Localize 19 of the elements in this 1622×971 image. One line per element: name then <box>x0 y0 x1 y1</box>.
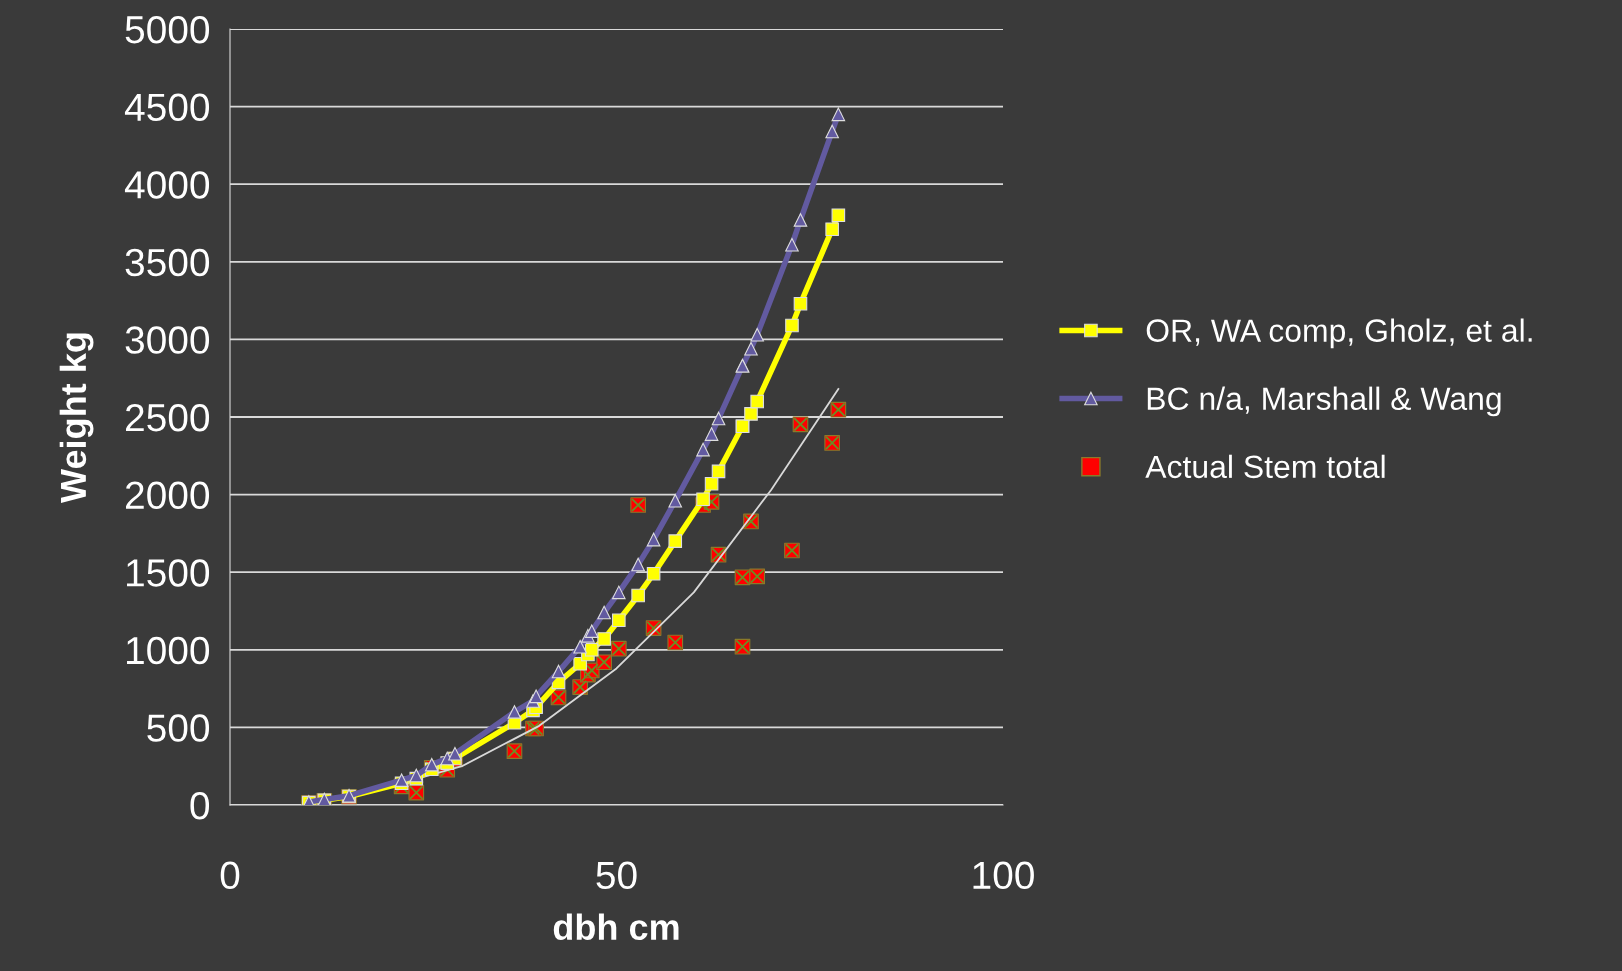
legend-label: OR, WA comp, Gholz, et al. <box>1146 318 1532 349</box>
y-tick-label: 500 <box>147 714 210 742</box>
y-tick-label: 0 <box>190 791 210 820</box>
y-tick-label: 3500 <box>125 248 210 277</box>
y-tick-label: 2500 <box>126 403 210 432</box>
x-tick-label: 0 <box>220 861 240 890</box>
legend-label: Actual Stem total <box>1145 454 1385 479</box>
x-tick-label: 50 <box>596 861 637 890</box>
x-tick-label: 100 <box>973 861 1034 890</box>
y-axis-title: Weight kg <box>59 333 94 503</box>
y-tick-label: 4000 <box>124 171 210 199</box>
y-tick-label: 2000 <box>126 481 210 510</box>
y-tick-label: 4500 <box>124 93 210 122</box>
y-tick-label: 1500 <box>127 559 210 587</box>
y-tick-label: 5000 <box>125 15 210 44</box>
x-axis-title: dbh cm <box>553 913 679 940</box>
y-tick-label: 1000 <box>127 636 210 665</box>
legend-label: BC n/a, Marshall & Wang <box>1147 386 1501 417</box>
y-tick-label: 3000 <box>125 326 210 354</box>
